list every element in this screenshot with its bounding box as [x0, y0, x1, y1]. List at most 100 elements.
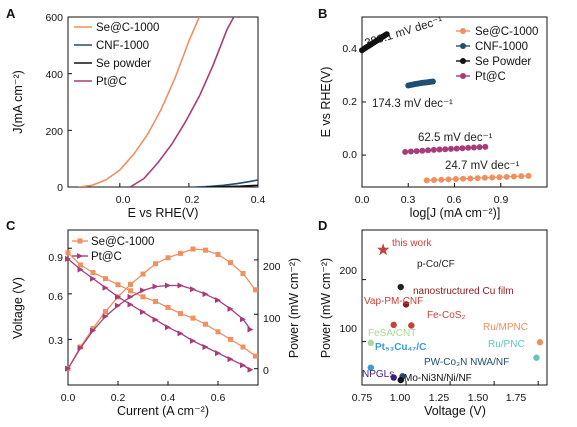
data-point-this-work — [377, 243, 390, 256]
panel-a-frame — [67, 16, 259, 188]
data-point-pt-c-voltage — [215, 350, 221, 357]
data-point-pt-c-voltage — [115, 293, 121, 300]
data-point-p-co-cf — [397, 283, 404, 291]
panel-a-ylabel: J(mA cm⁻²) — [11, 70, 25, 134]
data-point-se-c-1000-voltage — [240, 344, 246, 350]
data-point-pt-c-voltage — [90, 275, 96, 282]
series-line-se-c-1000-voltage — [67, 252, 256, 357]
data-point-se-c-1000 — [474, 175, 481, 182]
panel-b-xtick: 0.3 — [401, 194, 416, 206]
data-point-pt-c-power — [215, 297, 221, 304]
data-point-pt-c-power — [247, 326, 254, 333]
panel-b: B 0.0 0.3 0.6 0.9 0.0 0.2 0.4 log[J (mA … — [318, 6, 548, 220]
data-point-se-c-1000-power — [103, 309, 108, 315]
data-point-pt-c — [413, 148, 420, 155]
data-point-se-c-1000-voltage — [128, 288, 133, 294]
panel-b-ytick: 0.0 — [342, 149, 357, 161]
data-point-se-c-1000 — [452, 175, 459, 182]
panel-c-ytick: 0.9 — [48, 252, 63, 264]
data-point-npgls — [390, 374, 397, 381]
data-point-pt-c-voltage — [190, 337, 196, 344]
data-point-pt-c — [470, 144, 477, 151]
panel-d-frame — [361, 229, 548, 386]
panel-d-plot: this work p-Co/CF nanostructured Cu filmVa… — [361, 238, 544, 385]
data-point-se-c-1000 — [445, 176, 452, 183]
panel-a-ytick: 400 — [45, 69, 63, 81]
data-point-pt-c-power — [127, 293, 134, 300]
panel-c-letter: C — [6, 218, 16, 233]
data-point-pt-c-power — [90, 327, 96, 334]
data-point-se-c-1000-power — [153, 261, 158, 267]
data-point-se-c-1000 — [460, 175, 467, 182]
panel-a-legend: Se@C-1000 CNF-1000 Se powder Pt@C — [74, 22, 159, 88]
legend-marker — [460, 43, 466, 49]
data-point-se-c-1000-power — [203, 247, 208, 253]
data-point-se-c-1000 — [518, 173, 525, 180]
data-point-pt-c — [459, 145, 466, 152]
panel-d-xtick: 0.75 — [352, 392, 373, 404]
data-point-se-c-1000-voltage — [115, 282, 121, 288]
panel-d-ylabel: Power (mW cm⁻²) — [319, 258, 333, 358]
point-label-mo-ni3n-ni-nf: Mo-Ni3N/Ni/NF — [404, 373, 472, 384]
panel-c-y2tick: 100 — [263, 313, 281, 325]
panel-d: D 0.75 1.00 1.25 1.50 1.75 100 200 Volta… — [318, 218, 548, 418]
panel-d-letter: D — [318, 218, 327, 233]
panel-c-plot — [65, 246, 258, 385]
panel-d-xtick: 1.00 — [390, 392, 411, 404]
data-point-pt-c-voltage — [127, 301, 134, 308]
panel-b-ticks: 0.0 0.3 0.6 0.9 0.0 0.2 0.4 — [342, 43, 508, 206]
data-point-pt-c — [425, 147, 432, 154]
data-point-se-c-1000-voltage — [228, 336, 233, 342]
data-point-se-c-1000-power — [253, 287, 258, 293]
point-label-this-work: this work — [392, 238, 432, 249]
data-point-fe-cos — [408, 322, 415, 329]
data-point-pt-c — [442, 146, 449, 153]
data-point-se-c-1000 — [496, 174, 503, 181]
data-point-pt-c-power — [65, 365, 71, 372]
point-label-fesa-cnt: FeSA/CNT — [368, 328, 416, 339]
point-label-p-co-cf: p-Co/CF — [417, 259, 455, 270]
panel-d-xtick: 1.50 — [468, 392, 489, 404]
data-point-pt-c-power — [152, 283, 159, 290]
panel-c-ylabel: Voltage (V) — [11, 277, 25, 339]
data-point-pt-c — [453, 145, 460, 152]
data-point-se-c-1000-power — [128, 281, 133, 287]
panel-c-xtick: 0.6 — [211, 392, 226, 404]
data-point-pt-c-power — [102, 313, 109, 320]
data-point-mo-ni3n-ni-nf — [397, 376, 404, 384]
panel-c-ytick: 0.3 — [48, 335, 63, 347]
data-point-pt-c — [407, 148, 414, 155]
panel-b-plot — [359, 31, 532, 187]
data-point-pt-c-voltage — [247, 366, 254, 373]
data-point-se-c-1000-voltage — [178, 311, 183, 317]
series-line-se-powder — [206, 184, 258, 187]
data-point-pt-c — [419, 147, 426, 154]
panel-a-ytick: 600 — [45, 12, 63, 24]
data-point-se-c-1000-power — [228, 260, 233, 266]
panel-c-ticks: 0.0 0.2 0.4 0.6 0.3 0.6 0.9 0 100 200 — [48, 252, 280, 404]
data-point-ru-pnc — [533, 354, 540, 361]
data-point-pt-c-power — [115, 302, 121, 309]
panel-c-frame — [67, 229, 259, 386]
data-point-nanostructured-cu-film — [402, 301, 410, 308]
point-label-pt-cu-c: Pt₅₃Cu₄₇/C — [375, 342, 426, 353]
data-point-se-c-1000 — [503, 173, 510, 180]
panel-d-xlabel: Voltage (V) — [424, 404, 486, 418]
panel-c-legend: Se@C-1000 Pt@C — [72, 236, 154, 263]
panel-b-ytick: 0.2 — [342, 96, 357, 108]
data-point-se-c-1000-power — [240, 271, 246, 277]
data-point-se-c-1000-voltage — [153, 298, 158, 304]
legend-marker — [77, 253, 83, 259]
data-point-se-c-1000 — [438, 176, 445, 183]
data-point-pt-c-voltage — [165, 324, 171, 331]
legend-label: Se@C-1000 — [91, 236, 154, 248]
data-point-pt-c-power — [140, 287, 146, 294]
legend-label: Se@C-1000 — [96, 22, 159, 34]
data-point-se-c-1000 — [431, 177, 438, 184]
data-point-pt-c-power — [165, 282, 171, 289]
legend-marker — [460, 28, 466, 34]
legend-label: CNF-1000 — [96, 40, 149, 52]
panel-c-y2tick: 200 — [263, 261, 281, 273]
